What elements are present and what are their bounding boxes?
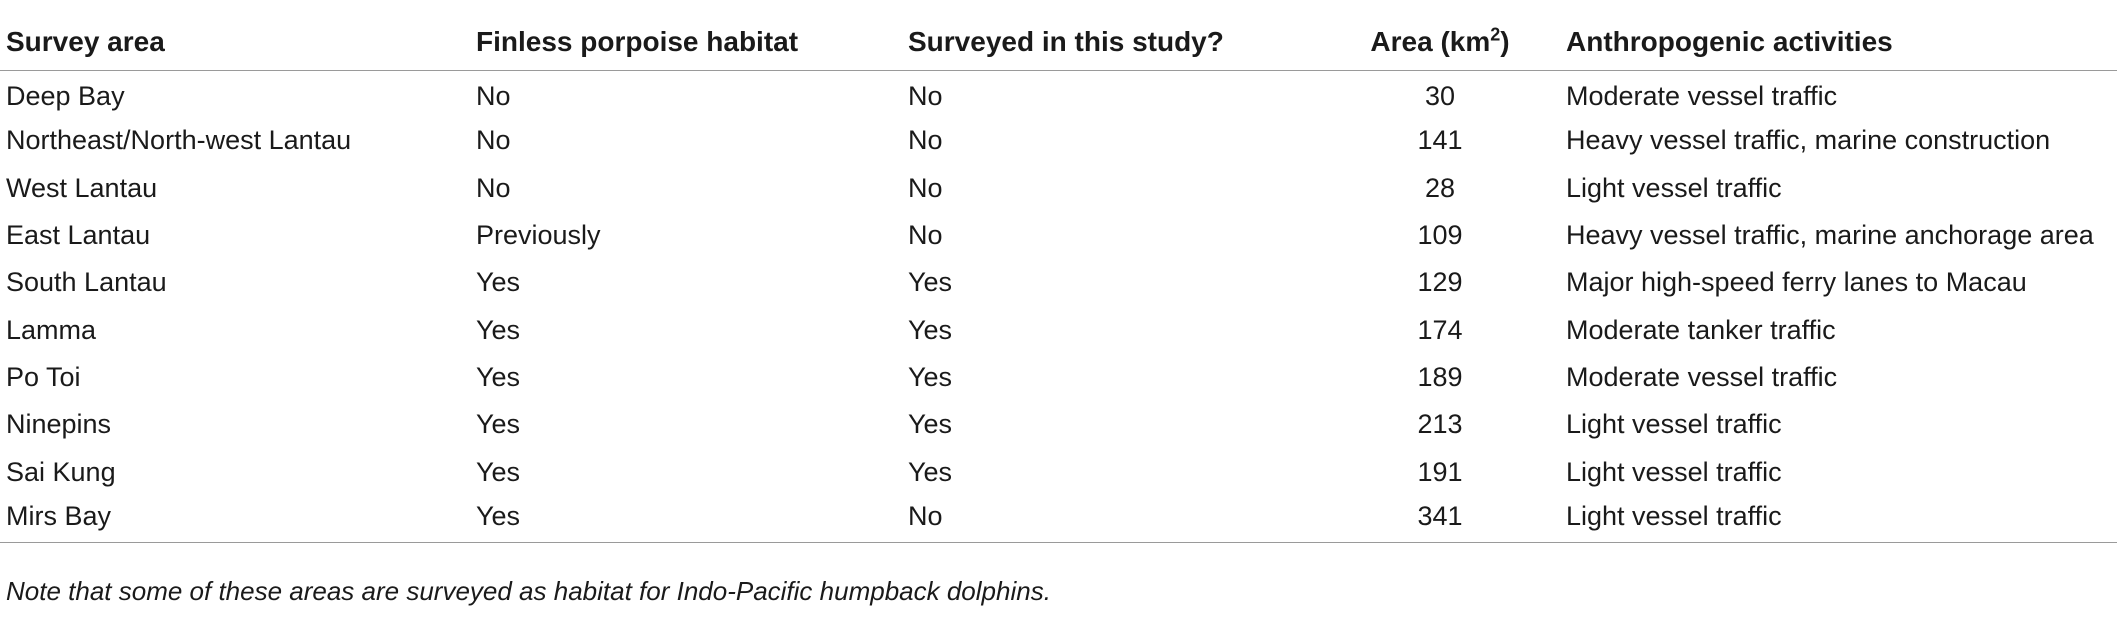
cell-activities: Light vessel traffic (1566, 172, 1782, 203)
table-row: Po Toi Yes Yes 189 Moderate vessel traffic (0, 354, 2117, 401)
header-survey-area: Survey area (0, 14, 470, 71)
survey-areas-table: Survey area Finless porpoise habitat Sur… (0, 14, 2117, 544)
table-row: Ninepins Yes Yes 213 Light vessel traffic (0, 401, 2117, 448)
cell-activities: Major high-speed ferry lanes to Macau (1566, 267, 2027, 298)
cell-surveyed: Yes (908, 361, 953, 392)
cell-area: 341 (1320, 495, 1560, 544)
cell-finless-habitat: No (476, 172, 511, 203)
cell-survey-area: Mirs Bay (0, 495, 470, 544)
cell-area: 189 (1417, 361, 1463, 392)
cell-activities: Moderate tanker traffic (1566, 314, 1836, 345)
cell-finless-habitat: No (476, 81, 511, 112)
table-row: Deep Bay No No 30 Moderate vessel traffic (0, 70, 2117, 117)
cell-activities: Light vessel traffic (1560, 495, 2117, 544)
cell-area: 30 (1424, 81, 1456, 112)
cell-surveyed: No (902, 495, 1320, 544)
table-row: Mirs Bay Yes No 341 Light vessel traffic (0, 495, 2117, 544)
header-row: Survey area Finless porpoise habitat Sur… (0, 14, 2117, 71)
cell-survey-area: Ninepins (6, 409, 112, 440)
cell-finless-habitat: Yes (476, 409, 521, 440)
cell-survey-area: Po Toi (6, 361, 81, 392)
table-row: South Lantau Yes Yes 129 Major high-speed fe… (0, 259, 2117, 306)
cell-activities: Moderate vessel traffic (1566, 361, 1838, 392)
cell-survey-area: Deep Bay (6, 81, 125, 112)
cell-surveyed: No (908, 172, 943, 203)
cell-surveyed: No (908, 81, 943, 112)
cell-activities: Heavy vessel traffic, marine anchorage a… (1566, 220, 2094, 251)
table-note: Note that some of these areas are survey… (6, 576, 1051, 606)
cell-area: 141 (1417, 125, 1463, 156)
header-area-superscript: 2 (1490, 24, 1501, 45)
cell-area: 174 (1417, 314, 1463, 345)
cell-survey-area: Lamma (6, 314, 97, 345)
cell-finless-habitat: No (476, 125, 511, 156)
cell-survey-area: South Lantau (6, 267, 167, 298)
header-activities: Anthropogenic activities (1560, 14, 2117, 71)
table-row: West Lantau No No 28 Light vessel traffic (0, 165, 2117, 212)
cell-activities: Heavy vessel traffic, marine constructio… (1566, 125, 2051, 156)
header-surveyed: Surveyed in this study? (902, 14, 1320, 71)
cell-survey-area: East Lantau (6, 220, 151, 251)
cell-survey-area: West Lantau (6, 172, 158, 203)
cell-survey-area: Northeast/North-west Lantau (6, 125, 352, 156)
cell-surveyed: Yes (908, 314, 953, 345)
cell-activities: Moderate vessel traffic (1566, 81, 1838, 112)
table-row: Sai Kung Yes Yes 191 Light vessel traffic (0, 448, 2117, 495)
table-header: Survey area Finless porpoise habitat Sur… (0, 14, 2117, 71)
cell-area: 129 (1417, 267, 1463, 298)
cell-finless-habitat: Yes (476, 361, 521, 392)
cell-finless-habitat: Previously (476, 220, 601, 251)
table-row: East Lantau Previously No 109 Heavy vessel t… (0, 212, 2117, 259)
cell-surveyed: Yes (908, 409, 953, 440)
cell-finless-habitat: Yes (476, 314, 521, 345)
cell-surveyed: No (908, 125, 943, 156)
cell-area: 109 (1417, 220, 1463, 251)
cell-surveyed: Yes (908, 456, 953, 487)
cell-finless-habitat: Yes (476, 456, 521, 487)
table-row: Northeast/North-west Lantau No No 141 Heavy … (0, 117, 2117, 164)
cell-surveyed: Yes (908, 267, 953, 298)
cell-finless-habitat: Yes (476, 267, 521, 298)
header-finless-habitat: Finless porpoise habitat (470, 14, 902, 71)
cell-survey-area: Sai Kung (6, 456, 116, 487)
cell-finless-habitat: Yes (470, 495, 902, 544)
cell-activities: Light vessel traffic (1566, 409, 1782, 440)
header-area-suffix: ) (1500, 25, 1510, 57)
table-row: Lamma Yes Yes 174 Moderate tanker traffic (0, 306, 2117, 353)
cell-area: 28 (1424, 172, 1456, 203)
table-body: Deep Bay No No 30 Moderate vessel traffic Nor… (0, 70, 2117, 544)
cell-surveyed: No (908, 220, 943, 251)
cell-area: 191 (1417, 456, 1463, 487)
cell-area: 213 (1417, 409, 1463, 440)
header-area: Area (km2) (1320, 14, 1560, 71)
header-area-prefix: Area (km (1370, 25, 1491, 57)
cell-activities: Light vessel traffic (1566, 456, 1782, 487)
